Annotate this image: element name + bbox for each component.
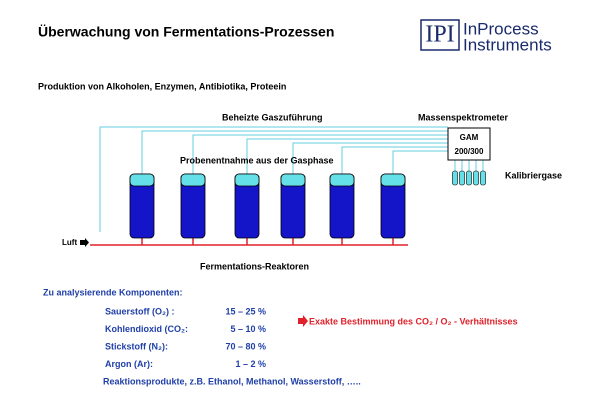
reactor-headspace xyxy=(180,173,206,187)
logo-line1: InProcess xyxy=(463,19,539,38)
component-range: 5 – 10 % xyxy=(230,324,266,334)
component-rows: Sauerstoff (O₂) : 15 – 25 % Kohlendioxid (… xyxy=(105,306,266,369)
cal-cylinder xyxy=(452,170,458,186)
components-heading: Zu analysierende Komponenten: xyxy=(43,287,183,297)
gam-model: 200/300 xyxy=(455,147,484,156)
reactors-label: Fermentations-Reaktoren xyxy=(200,261,309,271)
reactor-headspace xyxy=(280,173,306,187)
pipe xyxy=(292,142,448,174)
reactor-headspace xyxy=(234,173,260,187)
pipe xyxy=(341,146,448,174)
component-range: 70 – 80 % xyxy=(225,341,266,351)
cal-cylinder xyxy=(480,170,486,186)
gam-box xyxy=(447,127,491,161)
pipe xyxy=(192,134,448,174)
reactor-headspace xyxy=(129,173,155,187)
pipe xyxy=(141,130,448,174)
reactor-headspace xyxy=(329,173,355,187)
gas-supply-label: Beheizte Gaszuführung xyxy=(222,112,323,122)
cal-cylinder xyxy=(473,170,479,186)
pipes xyxy=(99,126,486,245)
component-range: 1 – 2 % xyxy=(235,359,266,369)
air-arrow xyxy=(80,238,89,247)
subtitle: Produktion von Alkoholen, Enzymen, Antib… xyxy=(38,81,286,91)
component-name: Argon (Ar): xyxy=(105,359,153,369)
pipe xyxy=(392,150,448,174)
title: Überwachung von Fermentations-Prozessen xyxy=(38,24,334,40)
pipe xyxy=(246,138,448,174)
component-name: Stickstoff (N₂): xyxy=(105,341,168,351)
calibration-label: Kalibriergase xyxy=(505,170,562,180)
logo-line2: Instruments xyxy=(463,35,552,54)
cal-cylinder xyxy=(459,170,465,186)
note: Exakte Bestimmung des CO₂ / O₂ - Verhält… xyxy=(309,316,518,326)
air-label: Luft xyxy=(62,238,77,247)
pipe xyxy=(99,126,448,232)
mass-spec-label: Massenspektrometer xyxy=(418,112,509,122)
component-name: Sauerstoff (O₂) : xyxy=(105,306,175,316)
sampling-label: Probenentnahme aus der Gasphase xyxy=(180,155,334,165)
component-name: Kohlendioxid (CO₂: xyxy=(105,324,188,334)
products: Reaktionsprodukte, z.B. Ethanol, Methano… xyxy=(103,376,361,386)
logo-mark: IPI xyxy=(425,22,454,48)
reactor-headspace xyxy=(380,173,406,187)
logo-box xyxy=(420,19,460,51)
gam-label: GAM xyxy=(460,133,479,142)
component-range: 15 – 25 % xyxy=(225,306,266,316)
cal-cylinder xyxy=(466,170,472,186)
note-arrow xyxy=(298,315,308,327)
